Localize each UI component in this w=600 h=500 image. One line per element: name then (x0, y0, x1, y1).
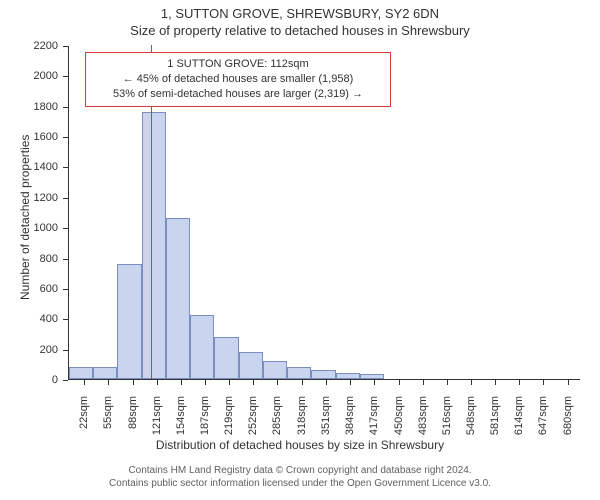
x-tick-label: 55sqm (102, 396, 114, 446)
y-tick-mark (63, 198, 68, 199)
x-tick-mark (181, 380, 182, 385)
x-tick-mark (399, 380, 400, 385)
y-tick-label: 200 (0, 344, 58, 356)
y-tick-mark (63, 167, 68, 168)
x-tick-label: 483sqm (417, 396, 429, 446)
annotation-line: 1 SUTTON GROVE: 112sqm (94, 57, 382, 72)
x-tick-label: 614sqm (513, 396, 525, 446)
y-tick-mark (63, 46, 68, 47)
x-tick-mark (568, 380, 569, 385)
x-tick-label: 548sqm (465, 396, 477, 446)
y-tick-mark (63, 228, 68, 229)
x-tick-mark (471, 380, 472, 385)
histogram-bar (190, 315, 214, 379)
chart-title-line2: Size of property relative to detached ho… (0, 23, 600, 38)
x-tick-mark (133, 380, 134, 385)
x-tick-mark (543, 380, 544, 385)
y-tick-mark (63, 319, 68, 320)
histogram-bar (142, 112, 166, 379)
y-tick-label: 1600 (0, 131, 58, 143)
x-tick-mark (253, 380, 254, 385)
histogram-bar (117, 264, 141, 379)
y-tick-label: 400 (0, 313, 58, 325)
x-tick-label: 581sqm (489, 396, 501, 446)
histogram-bar (360, 374, 384, 379)
y-tick-mark (63, 107, 68, 108)
x-tick-mark (157, 380, 158, 385)
x-tick-mark (350, 380, 351, 385)
x-tick-label: 351sqm (320, 396, 332, 446)
x-tick-label: 680sqm (562, 396, 574, 446)
y-axis-label: Number of detached properties (18, 135, 32, 300)
annotation-line: 53% of semi-detached houses are larger (… (94, 87, 382, 102)
annotation-line: ← 45% of detached houses are smaller (1,… (94, 72, 382, 87)
chart-title-line1: 1, SUTTON GROVE, SHREWSBURY, SY2 6DN (0, 6, 600, 21)
y-tick-mark (63, 259, 68, 260)
x-tick-mark (495, 380, 496, 385)
x-tick-mark (519, 380, 520, 385)
histogram-bar (214, 337, 238, 380)
x-tick-label: 285sqm (271, 396, 283, 446)
x-tick-label: 22sqm (78, 396, 90, 446)
x-tick-label: 121sqm (151, 396, 163, 446)
x-tick-mark (277, 380, 278, 385)
histogram-bar (287, 367, 311, 379)
y-tick-label: 0 (0, 374, 58, 386)
y-tick-mark (63, 289, 68, 290)
chart-figure: 1, SUTTON GROVE, SHREWSBURY, SY2 6DN Siz… (0, 0, 600, 500)
histogram-bar (336, 373, 360, 379)
histogram-bar (93, 367, 117, 379)
x-tick-label: 187sqm (199, 396, 211, 446)
footer-line1: Contains HM Land Registry data © Crown c… (0, 464, 600, 477)
x-tick-mark (229, 380, 230, 385)
histogram-bar (69, 367, 93, 379)
chart-footer: Contains HM Land Registry data © Crown c… (0, 464, 600, 490)
x-tick-label: 318sqm (296, 396, 308, 446)
y-tick-label: 1200 (0, 192, 58, 204)
x-tick-mark (84, 380, 85, 385)
y-tick-label: 2200 (0, 40, 58, 52)
x-tick-mark (108, 380, 109, 385)
x-tick-label: 252sqm (247, 396, 259, 446)
x-tick-label: 417sqm (368, 396, 380, 446)
histogram-bar (239, 352, 263, 379)
x-tick-mark (326, 380, 327, 385)
histogram-bar (311, 370, 335, 379)
chart-titles: 1, SUTTON GROVE, SHREWSBURY, SY2 6DN Siz… (0, 6, 600, 38)
y-tick-label: 1400 (0, 161, 58, 173)
y-tick-label: 600 (0, 283, 58, 295)
x-tick-label: 219sqm (223, 396, 235, 446)
x-tick-label: 384sqm (344, 396, 356, 446)
footer-line2: Contains public sector information licen… (0, 477, 600, 490)
x-tick-mark (302, 380, 303, 385)
x-tick-label: 516sqm (441, 396, 453, 446)
y-tick-label: 1800 (0, 101, 58, 113)
x-tick-label: 88sqm (127, 396, 139, 446)
x-tick-mark (423, 380, 424, 385)
y-tick-label: 1000 (0, 222, 58, 234)
x-tick-mark (205, 380, 206, 385)
x-tick-mark (447, 380, 448, 385)
x-tick-mark (374, 380, 375, 385)
x-tick-label: 154sqm (175, 396, 187, 446)
x-tick-label: 450sqm (393, 396, 405, 446)
y-tick-mark (63, 137, 68, 138)
histogram-bar (263, 361, 287, 379)
y-tick-mark (63, 380, 68, 381)
marker-annotation: 1 SUTTON GROVE: 112sqm← 45% of detached … (85, 52, 391, 107)
x-tick-label: 647sqm (537, 396, 549, 446)
y-tick-mark (63, 76, 68, 77)
y-tick-label: 2000 (0, 70, 58, 82)
histogram-bar (166, 218, 190, 379)
y-tick-label: 800 (0, 253, 58, 265)
y-tick-mark (63, 350, 68, 351)
